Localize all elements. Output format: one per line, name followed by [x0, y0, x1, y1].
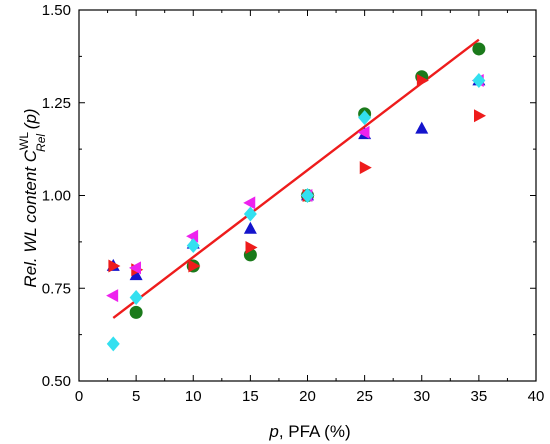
data-point-triangle-left — [128, 261, 141, 275]
x-tick-label: 15 — [242, 388, 259, 405]
data-point-triangle-up — [415, 121, 429, 134]
data-point-triangle-left — [357, 125, 370, 139]
data-point-circle — [129, 305, 143, 319]
axes — [78, 9, 537, 382]
y-axis-title-subscript: Rel — [34, 134, 48, 152]
y-tick-label: 1.00 — [42, 188, 71, 205]
data-point-diamond — [186, 238, 200, 254]
data-point-triangle-right — [245, 240, 258, 254]
data-point-triangle-left — [106, 289, 119, 303]
y-axis-title: Rel. WL content CWL Rel (p) — [17, 108, 48, 287]
data-point-triangle-right — [474, 109, 487, 123]
x-tick-label: 10 — [185, 388, 202, 405]
x-tick-label: 0 — [75, 388, 83, 405]
x-tick-label: 20 — [299, 388, 316, 405]
x-tick-label: 5 — [132, 388, 140, 405]
data-point-diamond — [301, 188, 314, 203]
x-tick-label: 25 — [356, 388, 373, 405]
y-axis-title-tail: (p) — [21, 108, 40, 134]
data-point-triangle-right — [359, 161, 372, 175]
x-axis-title: p, PFA (%) — [268, 422, 350, 441]
x-tick-label: 30 — [413, 388, 430, 405]
data-point-triangle-right — [188, 259, 201, 273]
data-point-diamond — [129, 290, 143, 305]
data-point-triangle-right — [108, 259, 121, 273]
data-point-triangle-up — [243, 221, 257, 234]
data-points — [106, 42, 487, 352]
data-point-circle — [472, 42, 486, 56]
data-point-triangle-right — [416, 73, 429, 87]
axis-labels: 0 5 10 15 20 25 30 35 40 0.50 0.75 1.00 1.25 1.50 — [42, 2, 545, 405]
y-axis-title-main: Rel. WL content C — [21, 149, 40, 287]
x-axis-title-text: , PFA (%) — [279, 422, 351, 441]
data-point-diamond — [472, 73, 486, 88]
y-tick-label: 1.25 — [42, 95, 71, 112]
data-point-triangle-left — [186, 229, 199, 243]
y-axis-title-superscript: WL — [17, 132, 31, 150]
data-point-triangle-left — [243, 196, 256, 210]
data-point-diamond — [106, 336, 120, 352]
y-tick-label: 0.50 — [42, 373, 71, 390]
x-tick-label: 40 — [528, 388, 545, 405]
data-point-diamond — [358, 110, 372, 126]
y-tick-label: 1.50 — [42, 2, 71, 19]
data-point-diamond — [243, 206, 257, 222]
x-axis-title-variable: p — [268, 422, 278, 441]
data-point-triangle-up — [129, 268, 143, 281]
y-tick-label: 0.75 — [42, 280, 71, 297]
x-tick-label: 35 — [471, 388, 488, 405]
